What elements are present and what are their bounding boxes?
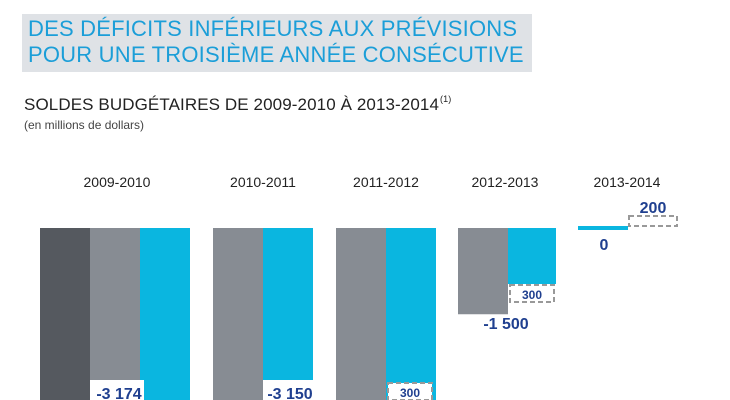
value-box-2010-2011 — [263, 380, 319, 400]
value-label-2013-2014: 0 — [600, 237, 609, 254]
chart-units: (en millions de dollars) — [24, 118, 145, 132]
headline-banner: DES DÉFICITS INFÉRIEURS AUX PRÉVISIONS P… — [22, 14, 532, 72]
year-label-2011-2012: 2011-2012 — [353, 174, 419, 190]
year-label-2009-2010: 2009-2010 — [84, 174, 151, 190]
bar-2013-2014 — [578, 226, 628, 230]
bar-2011-2012-b — [386, 228, 436, 400]
chart-title: SOLDES BUDGÉTAIRES DE 2009-2010 À 2013-2… — [24, 94, 451, 115]
value-label-2010-2011: -3 150 — [267, 386, 312, 400]
difference-box-2012-2013 — [509, 284, 555, 303]
value-box-2009-2010 — [90, 380, 144, 400]
difference-label-2011-2012: 300 — [400, 386, 420, 400]
bar-2011-2012-a — [336, 228, 386, 400]
chart-title-note: (1) — [440, 94, 452, 104]
year-label-2012-2013: 2012-2013 — [472, 174, 539, 190]
chart-title-text: SOLDES BUDGÉTAIRES DE 2009-2010 À 2013-2… — [24, 95, 440, 114]
difference-box-2013-2014 — [628, 215, 678, 227]
bar-2009-2010-c — [140, 228, 190, 400]
year-label-2010-2011: 2010-2011 — [230, 174, 296, 190]
value-label-2009-2010: -3 174 — [96, 386, 141, 400]
headline-line-1: DES DÉFICITS INFÉRIEURS AUX PRÉVISIONS — [28, 16, 518, 41]
bar-2010-2011-a — [213, 228, 263, 400]
bar-2012-2013-a — [458, 228, 508, 315]
difference-label-2012-2013: 300 — [522, 288, 542, 302]
bar-2012-2013-b — [508, 228, 556, 284]
bar-2009-2010-a — [40, 228, 90, 400]
headline-line-2: POUR UNE TROISIÈME ANNÉE CONSÉCUTIVE — [28, 42, 524, 67]
difference-label-2013-2014: 200 — [640, 200, 667, 217]
bar-2010-2011-b — [263, 228, 313, 400]
value-label-2012-2013: -1 500 — [483, 316, 528, 333]
difference-box-2011-2012 — [387, 382, 433, 400]
bar-2009-2010-b — [90, 228, 140, 400]
year-label-2013-2014: 2013-2014 — [594, 174, 661, 190]
